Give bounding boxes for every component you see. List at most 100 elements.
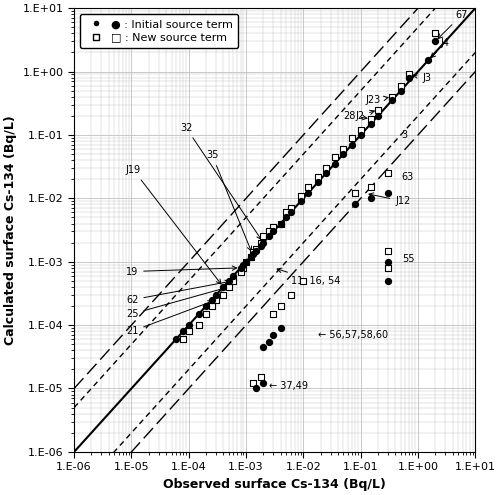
Point [340,145,347,153]
Text: 19: 19 [126,266,236,277]
Point [351,200,359,208]
Point [242,258,250,266]
Point [185,327,193,335]
Point [356,131,364,139]
Point [260,239,268,247]
Y-axis label: Calculated surface Cs-134 (Bq/L): Calculated surface Cs-134 (Bq/L) [4,115,17,345]
Text: J23: J23 [365,96,388,105]
Text: J2: J2 [355,110,374,121]
Text: 62: 62 [126,280,230,305]
Point [405,70,413,78]
Point [260,343,268,351]
Point [256,373,264,381]
Point [252,245,260,253]
Point [246,253,254,261]
Text: 28: 28 [344,111,367,121]
Point [265,233,273,241]
Point [225,277,233,285]
Point [256,239,264,247]
Point [384,247,392,254]
Point [282,213,290,221]
Point [195,310,203,318]
Text: 25: 25 [126,287,225,319]
Text: ← 56,57,58,60: ← 56,57,58,60 [318,330,388,340]
Point [172,335,180,343]
Point [242,258,250,266]
Text: 21: 21 [126,300,212,336]
Point [246,253,254,261]
Point [208,296,216,304]
Text: J3: J3 [413,73,432,83]
Point [212,296,220,304]
Point [282,208,290,216]
Point [185,321,193,329]
Point [384,258,392,266]
Point [230,277,237,285]
Point [202,302,210,310]
Point [220,291,228,299]
Point [276,324,284,332]
Point [397,82,405,90]
Text: 3: 3 [402,130,408,140]
Point [367,195,375,202]
Point [240,261,248,269]
Point [240,264,248,272]
Point [405,74,413,82]
Point [367,115,375,123]
Text: J19: J19 [126,165,221,284]
Point [248,380,256,388]
Point [179,327,187,335]
Point [270,223,278,231]
Point [297,198,305,205]
Point [195,321,203,329]
Point [236,268,244,276]
Point [330,160,338,168]
Text: ← 37,49: ← 37,49 [269,381,308,391]
Point [225,283,233,291]
Point [286,208,294,216]
Point [276,220,284,228]
Point [286,204,294,212]
Point [367,183,375,191]
Point [348,134,356,142]
Point [260,233,268,241]
Point [202,310,210,318]
Point [212,291,220,299]
Text: 63: 63 [402,172,414,182]
Point [384,169,392,177]
Point [348,141,356,148]
Point [384,190,392,198]
Point [322,164,330,172]
Point [397,87,405,95]
Point [304,183,312,191]
Point [265,338,273,346]
Point [367,120,375,128]
Point [252,247,260,254]
Text: 55: 55 [402,254,414,264]
Point [330,153,338,161]
Legend: ● : Initial source term, □ : New source term: ● : Initial source term, □ : New source … [80,14,238,48]
Point [384,264,392,272]
Point [252,385,260,393]
Point [374,112,382,120]
X-axis label: Observed surface Cs-134 (Bq/L): Observed surface Cs-134 (Bq/L) [164,478,386,491]
Point [388,93,396,101]
Point [260,380,268,388]
Point [322,169,330,177]
Text: J12: J12 [369,193,410,206]
Point [248,248,256,256]
Point [300,277,308,285]
Point [351,190,359,198]
Text: 35: 35 [206,150,252,251]
Point [248,250,256,258]
Point [270,331,278,339]
Point [374,106,382,114]
Point [236,264,244,272]
Point [340,150,347,158]
Point [276,302,284,310]
Point [304,190,312,198]
Point [265,228,273,236]
Point [286,291,294,299]
Point [388,97,396,104]
Point [220,283,228,291]
